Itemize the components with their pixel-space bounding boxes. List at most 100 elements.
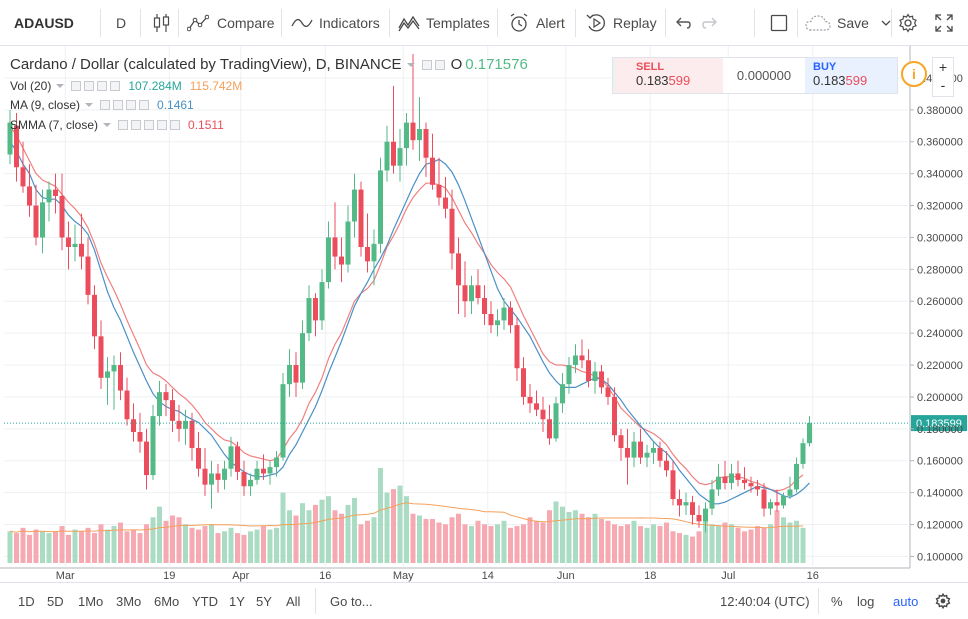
candle-body	[261, 468, 266, 474]
volume-bar	[540, 522, 546, 563]
candle	[488, 301, 494, 334]
replay-button[interactable]: Replay	[585, 0, 657, 46]
source-icon[interactable]	[144, 120, 155, 130]
sell-button[interactable]: SELL 0.183599	[613, 58, 723, 93]
candle-body	[469, 285, 474, 302]
close-icon[interactable]	[170, 120, 181, 130]
range-button-6mo[interactable]: 6Mo	[154, 593, 180, 609]
settings-icon[interactable]	[113, 100, 124, 110]
zoom-in-button[interactable]: +	[938, 59, 948, 75]
candle-body	[423, 128, 429, 158]
volume-bar	[469, 526, 474, 563]
candle	[521, 357, 526, 405]
candle	[612, 387, 617, 442]
percent-toggle[interactable]: %	[831, 593, 843, 609]
expand-icon	[935, 14, 953, 32]
volume-bar	[33, 529, 39, 563]
range-button-ytd[interactable]: YTD	[192, 593, 218, 609]
chevron-down-icon[interactable]	[56, 84, 65, 88]
candle-body	[33, 205, 39, 238]
settings-icon[interactable]	[131, 120, 142, 130]
expand-button[interactable]	[935, 0, 953, 46]
interval-selector[interactable]: D	[116, 0, 126, 46]
range-button-5y[interactable]: 5Y	[256, 593, 272, 609]
volume-bar	[534, 520, 539, 563]
range-button-3mo[interactable]: 3Mo	[116, 593, 142, 609]
price-chart[interactable]: 0.183599 0.4000000.3800000.3600000.34000…	[0, 46, 968, 582]
eye-icon[interactable]	[100, 100, 111, 110]
volume-bar	[430, 519, 435, 563]
log-toggle[interactable]: log	[857, 593, 875, 609]
undo-button[interactable]	[675, 0, 691, 46]
templates-button[interactable]: Templates	[398, 0, 490, 46]
eye-icon[interactable]	[118, 120, 129, 130]
chevron-down-icon[interactable]	[85, 103, 94, 107]
close-icon[interactable]	[139, 100, 150, 110]
volume-bar	[85, 527, 91, 563]
add-icon[interactable]	[157, 120, 168, 130]
volume-ma-path	[9, 502, 804, 533]
chevron-down-icon[interactable]	[406, 62, 415, 67]
candle	[761, 483, 767, 517]
redo-button[interactable]	[702, 0, 718, 46]
zoom-out-button[interactable]: -	[940, 77, 946, 93]
eye-icon[interactable]	[71, 81, 82, 91]
auto-toggle[interactable]: auto	[893, 593, 919, 609]
toolbar-divider	[818, 588, 819, 614]
buy-button[interactable]: BUY 0.183599	[805, 58, 897, 93]
chart-style-button[interactable]	[152, 0, 172, 46]
fullscreen-toggle-button[interactable]	[770, 0, 788, 46]
clock-time[interactable]: 12:40:04 (UTC)	[720, 593, 810, 609]
close-icon[interactable]	[110, 81, 121, 91]
x-tick-label: May	[393, 570, 414, 582]
volume-bar	[703, 520, 708, 563]
volume-bar	[417, 515, 422, 563]
compare-button[interactable]: Compare	[187, 0, 275, 46]
info-button[interactable]: i	[901, 61, 927, 87]
volume-bar	[313, 504, 318, 563]
candle	[670, 460, 676, 506]
volume-bar	[202, 526, 208, 563]
candle-body	[66, 237, 71, 248]
volume-bar	[183, 524, 188, 563]
range-button-5d[interactable]: 5D	[47, 593, 64, 609]
alert-button[interactable]: Alert	[508, 0, 565, 46]
range-button-1y[interactable]: 1Y	[229, 593, 245, 609]
candle	[729, 463, 734, 490]
range-button-all[interactable]: All	[286, 593, 301, 609]
settings-icon[interactable]	[434, 59, 445, 70]
toolbar-divider	[665, 9, 666, 37]
add-icon[interactable]	[97, 81, 108, 91]
candle-body	[14, 125, 19, 168]
add-icon[interactable]	[126, 100, 137, 110]
candle	[163, 384, 169, 417]
candle	[664, 451, 669, 477]
chart-settings-button[interactable]	[935, 583, 951, 619]
candle	[475, 269, 481, 305]
chevron-down-icon[interactable]	[103, 123, 112, 127]
symbol-selector[interactable]: ADAUSD	[14, 0, 74, 46]
candle	[157, 380, 162, 426]
candle	[534, 390, 539, 417]
candle-body	[85, 256, 91, 295]
volume-bar	[495, 524, 500, 563]
chart-area[interactable]: 0.183599 0.4000000.3800000.3600000.34000…	[0, 46, 968, 582]
candle	[137, 412, 143, 453]
goto-button[interactable]: Go to...	[330, 593, 373, 609]
settings-button[interactable]	[898, 0, 918, 46]
volume-bar	[72, 529, 78, 563]
eye-icon[interactable]	[421, 59, 432, 70]
candle-body	[313, 298, 318, 321]
settings-icon[interactable]	[84, 81, 95, 91]
candle	[436, 157, 442, 206]
volume-bar	[794, 520, 799, 563]
save-button[interactable]: Save	[805, 0, 891, 46]
candle-body	[534, 403, 539, 410]
range-button-1mo[interactable]: 1Mo	[78, 593, 104, 609]
candle-body	[352, 189, 357, 222]
candles-icon	[153, 14, 170, 32]
volume-bar	[592, 513, 598, 563]
indicators-button[interactable]: Indicators	[291, 0, 380, 46]
candle-body	[131, 419, 136, 433]
range-button-1d[interactable]: 1D	[18, 593, 35, 609]
